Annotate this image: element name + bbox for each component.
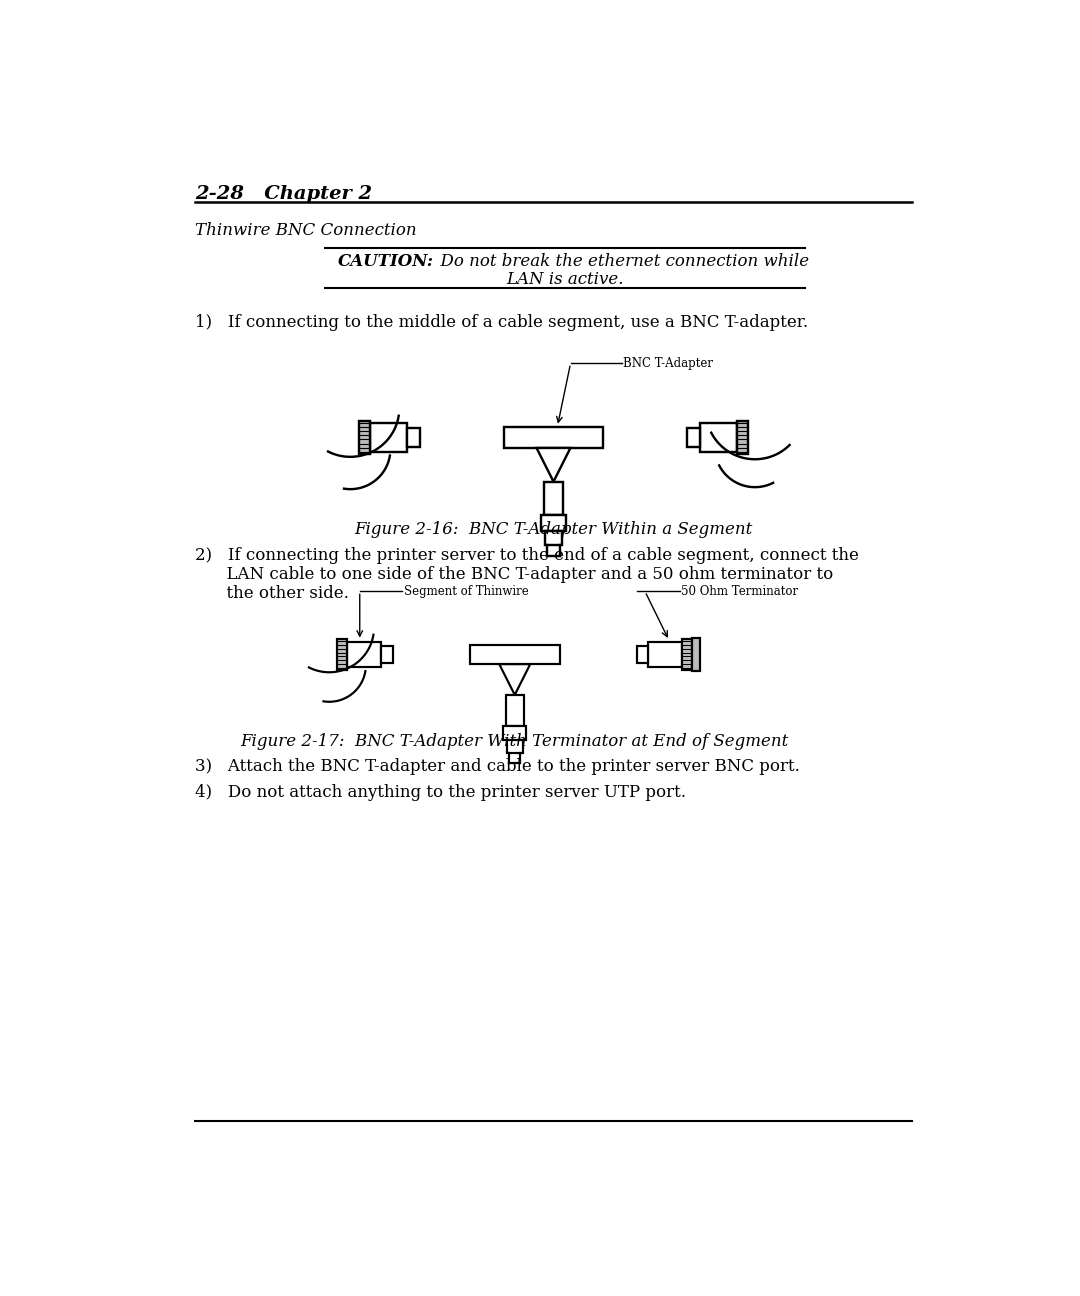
Bar <box>687 428 700 447</box>
Bar <box>381 645 393 664</box>
Bar <box>347 642 381 667</box>
Text: Figure 2-16:  BNC T-Adapter Within a Segment: Figure 2-16: BNC T-Adapter Within a Segm… <box>354 521 753 538</box>
Bar <box>507 740 523 753</box>
Bar <box>543 482 564 516</box>
Text: 2-28   Chapter 2: 2-28 Chapter 2 <box>195 185 373 202</box>
Bar <box>505 695 524 726</box>
Bar <box>337 639 347 670</box>
Text: Segment of Thinwire: Segment of Thinwire <box>404 584 529 597</box>
Bar <box>737 420 747 454</box>
Text: 50 Ohm Terminator: 50 Ohm Terminator <box>681 584 798 597</box>
Text: Thinwire BNC Connection: Thinwire BNC Connection <box>195 222 417 238</box>
Text: 2)   If connecting the printer server to the end of a cable segment, connect the: 2) If connecting the printer server to t… <box>195 547 860 564</box>
Bar <box>683 639 692 670</box>
Bar <box>470 645 559 664</box>
Bar <box>700 424 737 451</box>
Text: 1)   If connecting to the middle of a cable segment, use a BNC T-adapter.: 1) If connecting to the middle of a cabl… <box>195 314 809 332</box>
Bar <box>637 645 648 664</box>
Text: BNC T-Adapter: BNC T-Adapter <box>623 356 713 369</box>
Bar <box>504 426 603 448</box>
Text: the other side.: the other side. <box>195 586 349 603</box>
Polygon shape <box>499 664 530 695</box>
Bar <box>692 638 700 671</box>
Text: Do not break the ethernet connection while: Do not break the ethernet connection whi… <box>430 253 809 270</box>
Bar <box>407 428 420 447</box>
Text: LAN is active.: LAN is active. <box>507 271 624 288</box>
Bar <box>503 726 526 740</box>
Bar <box>370 424 407 451</box>
Text: LAN cable to one side of the BNC T-adapter and a 50 ohm terminator to: LAN cable to one side of the BNC T-adapt… <box>195 566 834 583</box>
Text: Figure 2-17:  BNC T-Adapter With Terminator at End of Segment: Figure 2-17: BNC T-Adapter With Terminat… <box>241 734 788 750</box>
Bar <box>648 642 683 667</box>
Bar <box>541 516 566 531</box>
Text: 3)   Attach the BNC T-adapter and cable to the printer server BNC port.: 3) Attach the BNC T-adapter and cable to… <box>195 758 800 775</box>
Text: 4)   Do not attach anything to the printer server UTP port.: 4) Do not attach anything to the printer… <box>195 784 687 801</box>
Bar <box>360 420 370 454</box>
Polygon shape <box>537 448 570 482</box>
Bar <box>544 531 563 546</box>
Text: CAUTION:: CAUTION: <box>338 253 434 270</box>
